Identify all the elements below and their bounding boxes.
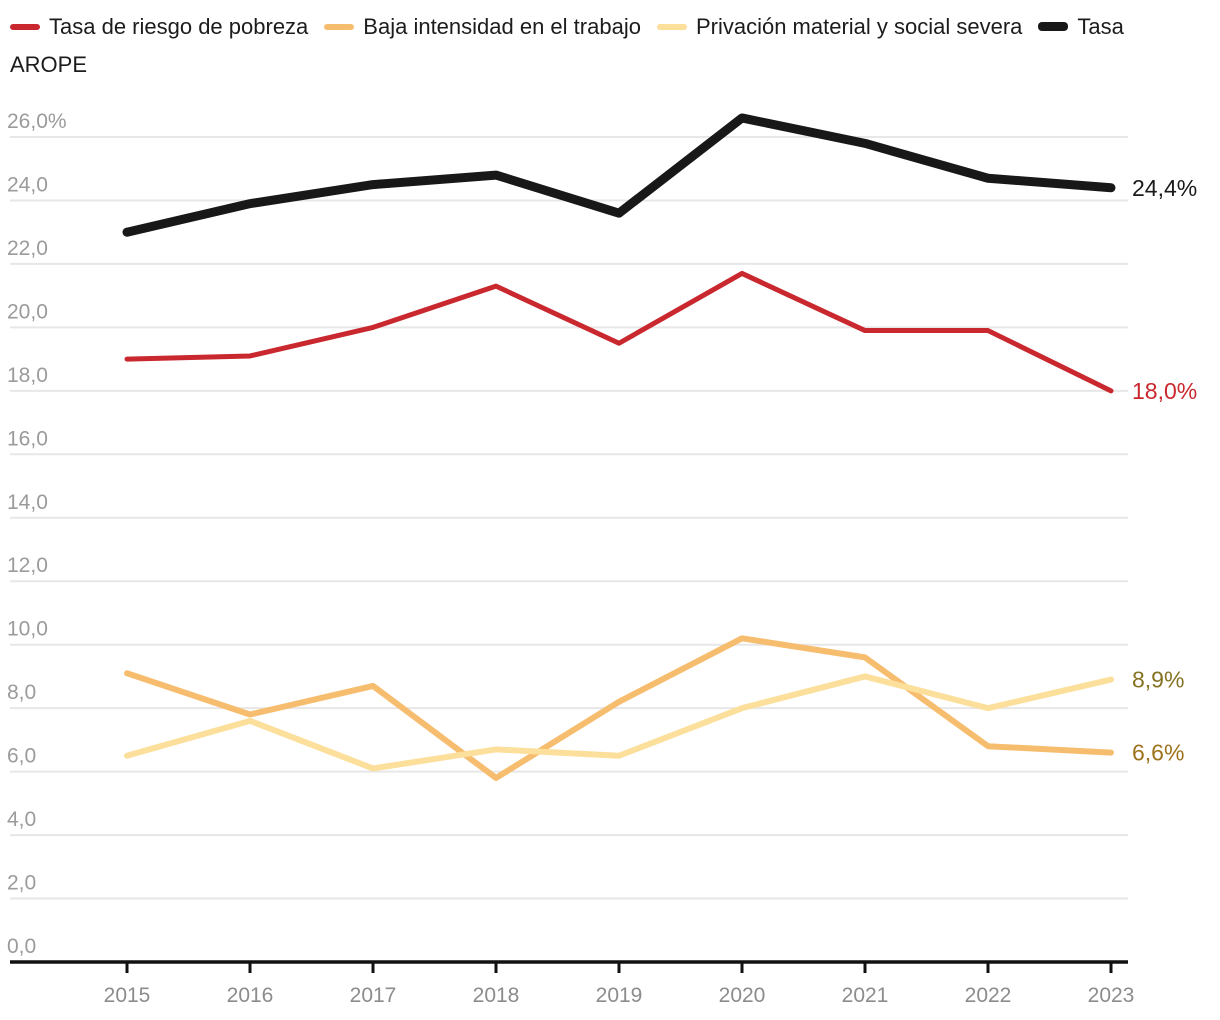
x-axis-label: 2016 (227, 984, 274, 1007)
series-end-label-tasa-de-riesgo-de-pobreza: 18,0% (1132, 378, 1197, 404)
y-axis-label: 18,0 (7, 364, 48, 387)
x-axis-label: 2022 (965, 984, 1012, 1007)
y-axis-label: 2,0 (7, 872, 36, 895)
y-axis-label: 22,0 (7, 237, 48, 260)
series-end-label-tasa-arope: 24,4% (1132, 175, 1197, 201)
legend-item-label: Tasa de riesgo de pobreza (49, 14, 309, 39)
legend-item-1: Baja intensidad en el trabajo (324, 14, 641, 39)
y-axis-label: 12,0 (7, 554, 48, 577)
x-axis-label: 2021 (842, 984, 889, 1007)
y-axis-label: 24,0 (7, 173, 48, 196)
legend-item-0: Tasa de riesgo de pobreza (10, 14, 308, 39)
y-axis-label: 8,0 (7, 681, 36, 704)
legend-swatch-icon (324, 23, 355, 30)
legend-item-2: Privación material y social severa (656, 14, 1023, 39)
x-axis-label: 2015 (104, 984, 151, 1007)
y-axis-label: 0,0 (7, 935, 36, 958)
series-line-privaci-n-material-y-social-severa[interactable] (124, 673, 1114, 772)
legend-item-label: Tasa AROPE (10, 14, 1124, 77)
series-line-tasa-arope[interactable] (122, 113, 1116, 237)
legend-swatch-icon (656, 23, 687, 30)
legend-item-label: Baja intensidad en el trabajo (363, 14, 641, 39)
series-end-label-privaci-n-material-y-social-severa: 8,9% (1132, 667, 1184, 693)
y-axis-label: 20,0 (7, 300, 48, 323)
y-axis-label: 26,0% (7, 110, 67, 133)
legend-item-3: Tasa AROPE (10, 14, 1124, 77)
series-line-tasa-de-riesgo-de-pobreza[interactable] (124, 270, 1114, 394)
x-axis-label: 2023 (1088, 984, 1135, 1007)
y-axis-label: 10,0 (7, 618, 48, 641)
y-axis-label: 6,0 (7, 745, 36, 768)
x-axis-label: 2018 (473, 984, 520, 1007)
chart-legend: Tasa de riesgo de pobreza Baja intensidad… (0, 0, 1195, 84)
y-axis-label: 16,0 (7, 427, 48, 450)
legend-item-label: Privación material y social severa (695, 14, 1023, 39)
legend-swatch-icon (10, 23, 40, 30)
x-axis-label: 2017 (350, 984, 397, 1007)
series-line-baja-intensidad-en-el-trabajo[interactable] (124, 635, 1114, 781)
series-end-label-baja-intensidad-en-el-trabajo: 6,6% (1132, 740, 1184, 766)
y-axis-label: 14,0 (7, 491, 48, 514)
y-axis-label: 4,0 (7, 808, 36, 831)
legend-swatch-icon (1038, 22, 1069, 32)
x-axis-label: 2019 (596, 984, 643, 1007)
x-axis-label: 2020 (719, 984, 766, 1007)
